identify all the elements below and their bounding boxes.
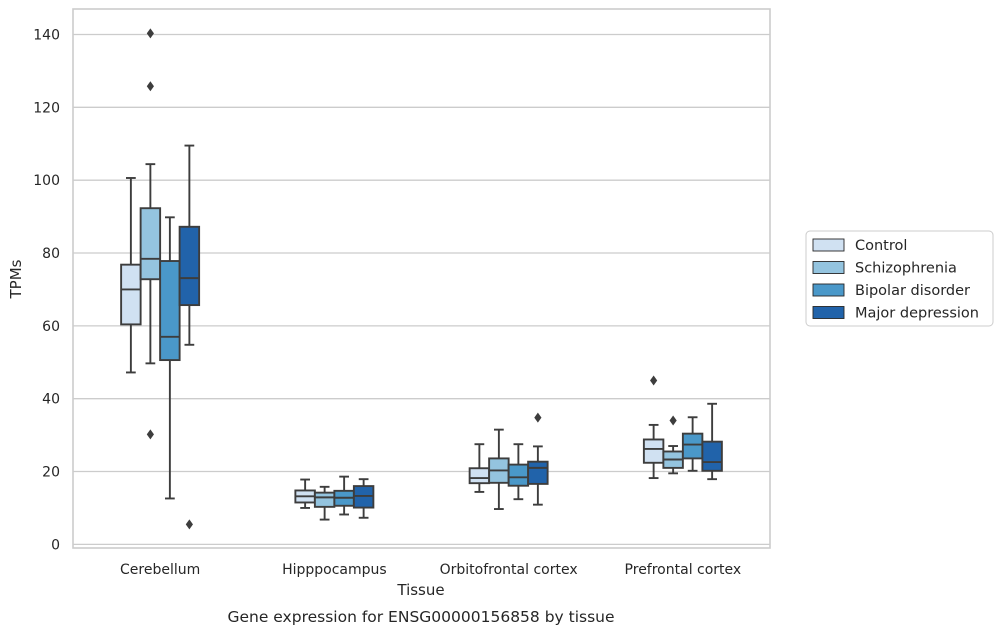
legend-swatch xyxy=(812,261,845,274)
y-tick-label: 80 xyxy=(42,246,60,262)
legend-label: Major depression xyxy=(855,306,979,322)
box-bipolar-disorder xyxy=(507,443,530,501)
x-tick-label: Hipppocampus xyxy=(282,562,387,578)
legend-frame xyxy=(805,230,994,327)
box-control xyxy=(642,375,665,480)
box-schizophrenia xyxy=(139,28,162,440)
y-axis-label: TPMs xyxy=(7,259,25,299)
chart-caption: Gene expression for ENSG00000156858 by t… xyxy=(227,608,614,626)
legend-swatch xyxy=(812,283,845,297)
x-tick-label: Prefrontal cortex xyxy=(625,562,742,578)
x-tick-label: Cerebellum xyxy=(120,562,200,578)
outlier-point xyxy=(146,81,154,92)
legend-label: Control xyxy=(855,238,907,254)
outlier-point xyxy=(650,375,658,386)
outlier-point xyxy=(669,415,677,426)
box-schizophrenia xyxy=(662,415,684,475)
box-iqr xyxy=(159,260,181,362)
box-major-depression xyxy=(178,144,201,530)
box-bipolar-disorder xyxy=(159,216,181,500)
box-iqr xyxy=(468,467,491,485)
box-iqr xyxy=(642,438,665,464)
box-iqr xyxy=(120,263,142,326)
y-tick-label: 140 xyxy=(33,27,60,43)
outlier-point xyxy=(146,28,154,39)
y-tick-label: 40 xyxy=(42,392,60,408)
y-tick-label: 0 xyxy=(51,537,60,553)
box-iqr xyxy=(313,491,336,508)
y-tick-label: 120 xyxy=(33,100,60,116)
box-control xyxy=(120,177,142,374)
box-major-depression xyxy=(701,402,723,481)
y-axis-ticks: 0 20 40 60 80 100 120 140 xyxy=(33,27,60,553)
box-control xyxy=(468,443,491,493)
box-iqr xyxy=(178,225,201,307)
y-tick-label: 100 xyxy=(33,173,60,189)
legend-swatch xyxy=(812,238,845,252)
plot-frame xyxy=(72,8,771,549)
box-iqr xyxy=(507,463,530,487)
box-iqr xyxy=(139,207,162,281)
box-bipolar-disorder xyxy=(681,416,704,472)
legend: Control Schizophrenia Bipolar disorder Majo… xyxy=(805,230,994,327)
box-schizophrenia xyxy=(488,428,510,510)
y-tick-label: 60 xyxy=(42,319,60,335)
legend-label: Bipolar disorder xyxy=(855,283,970,299)
box-iqr xyxy=(701,440,723,472)
box-major-depression xyxy=(527,412,549,506)
legend-label: Schizophrenia xyxy=(855,261,957,277)
box-plot-area xyxy=(120,28,723,530)
box-major-depression xyxy=(352,478,375,519)
x-axis-label: Tissue xyxy=(396,581,444,599)
outlier-point xyxy=(146,429,154,440)
box-control xyxy=(294,478,316,509)
outlier-point xyxy=(534,412,542,423)
box-iqr xyxy=(527,460,549,485)
x-axis-ticks: Cerebellum Hipppocampus Orbitofrontal cort… xyxy=(120,562,741,578)
box-bipolar-disorder xyxy=(333,475,355,516)
y-tick-label: 20 xyxy=(42,465,60,481)
box-iqr xyxy=(681,432,704,460)
legend-swatch xyxy=(812,306,845,319)
box-schizophrenia xyxy=(313,485,336,521)
x-tick-label: Orbitofrontal cortex xyxy=(440,562,578,578)
outlier-point xyxy=(185,519,193,530)
